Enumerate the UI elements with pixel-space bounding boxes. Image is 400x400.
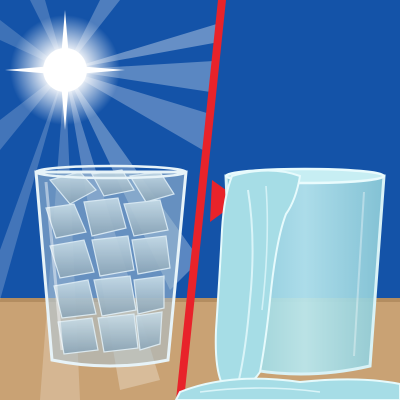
divider-line: [176, 0, 226, 400]
water-overflow: [174, 169, 400, 400]
table-edge: [0, 298, 400, 302]
sun-icon: [5, 10, 125, 130]
ice-cubes: [45, 169, 175, 355]
ice-glass: [34, 164, 188, 368]
